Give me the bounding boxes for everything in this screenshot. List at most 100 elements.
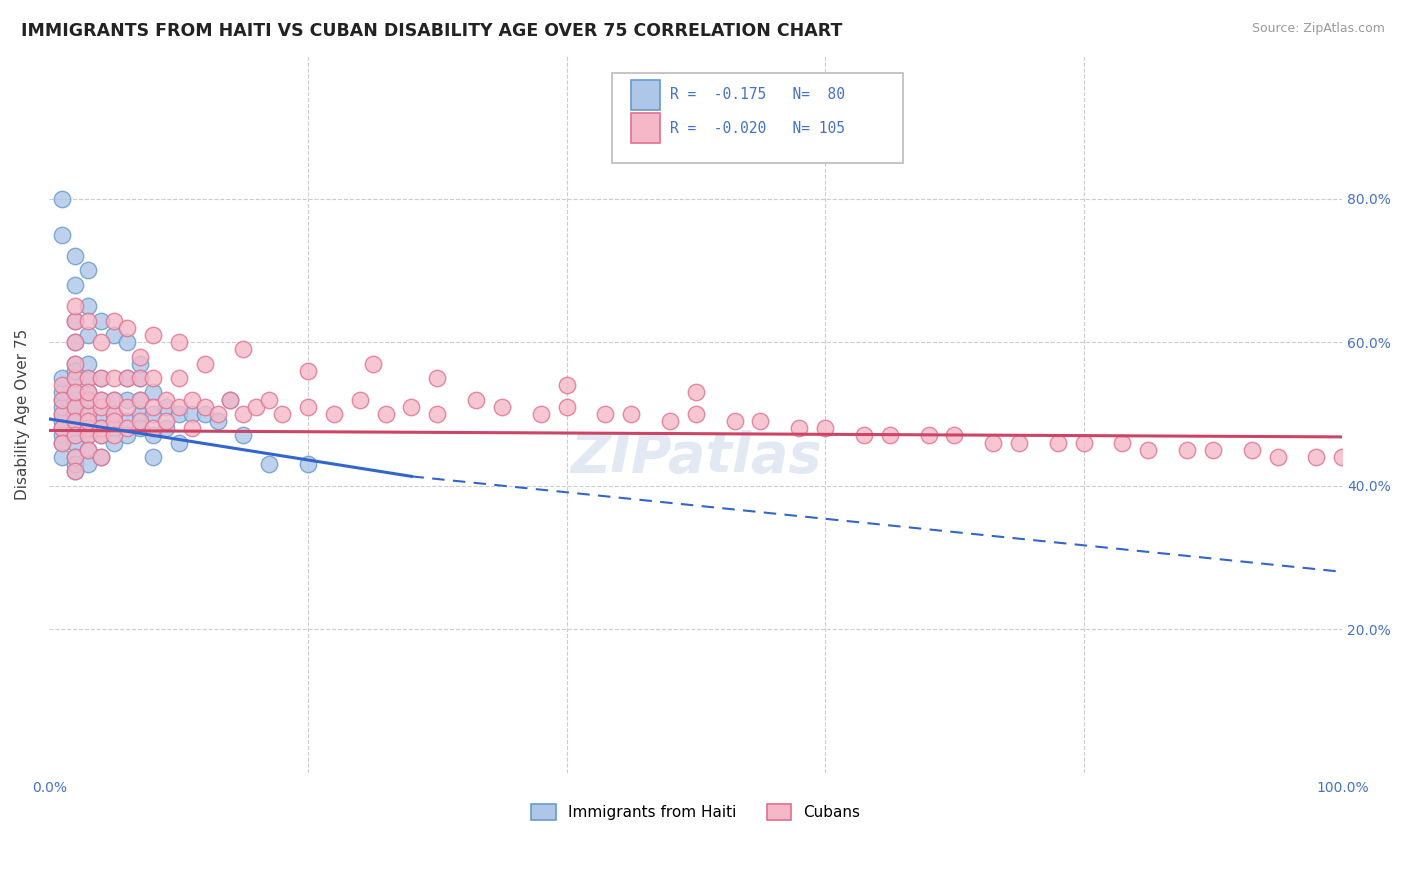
Point: [115, 421, 138, 435]
Point: [65, 357, 87, 371]
Point: [65, 313, 87, 327]
Point: [77, 357, 100, 371]
Point: [129, 392, 152, 407]
Point: [685, 407, 707, 421]
Point: [90, 392, 112, 407]
Point: [65, 385, 87, 400]
Point: [180, 392, 202, 407]
Point: [374, 407, 396, 421]
Point: [65, 428, 87, 442]
Point: [90, 392, 112, 407]
Text: R =  -0.020   N= 105: R = -0.020 N= 105: [671, 120, 845, 136]
Point: [77, 385, 100, 400]
Point: [115, 321, 138, 335]
Point: [297, 364, 319, 378]
Point: [65, 335, 87, 350]
Point: [77, 428, 100, 442]
Point: [142, 400, 165, 414]
Point: [65, 464, 87, 478]
Point: [1267, 450, 1289, 464]
Point: [103, 435, 125, 450]
Point: [77, 414, 100, 428]
Y-axis label: Disability Age Over 75: Disability Age Over 75: [15, 328, 30, 500]
Point: [77, 407, 100, 421]
Point: [65, 313, 87, 327]
Point: [90, 421, 112, 435]
Point: [51, 435, 73, 450]
Point: [77, 428, 100, 442]
Point: [917, 428, 939, 442]
Point: [51, 400, 73, 414]
Point: [103, 407, 125, 421]
Point: [77, 263, 100, 277]
Point: [103, 392, 125, 407]
Point: [981, 435, 1004, 450]
Point: [90, 407, 112, 421]
Point: [129, 407, 152, 421]
Point: [51, 378, 73, 392]
Point: [1331, 450, 1354, 464]
Point: [465, 392, 488, 407]
Point: [155, 421, 177, 435]
Point: [129, 371, 152, 385]
Point: [322, 407, 344, 421]
Point: [207, 407, 229, 421]
Point: [77, 442, 100, 457]
Point: [555, 400, 578, 414]
Point: [129, 392, 152, 407]
Point: [787, 421, 810, 435]
Point: [51, 392, 73, 407]
Point: [65, 277, 87, 292]
Point: [103, 328, 125, 343]
Point: [90, 421, 112, 435]
Point: [90, 313, 112, 327]
Point: [77, 371, 100, 385]
Point: [51, 385, 73, 400]
Point: [90, 371, 112, 385]
Text: ZIPatlas: ZIPatlas: [569, 430, 821, 484]
Point: [51, 450, 73, 464]
Point: [1202, 442, 1225, 457]
Point: [129, 357, 152, 371]
Point: [349, 392, 371, 407]
Point: [232, 343, 254, 357]
Point: [65, 407, 87, 421]
Point: [77, 313, 100, 327]
Point: [219, 392, 242, 407]
Point: [555, 378, 578, 392]
Point: [51, 392, 73, 407]
Point: [65, 357, 87, 371]
Point: [167, 407, 190, 421]
Point: [77, 442, 100, 457]
Point: [724, 414, 747, 428]
Point: [77, 299, 100, 313]
Point: [685, 385, 707, 400]
Point: [77, 385, 100, 400]
Point: [219, 392, 242, 407]
Point: [65, 400, 87, 414]
Point: [51, 421, 73, 435]
Point: [77, 371, 100, 385]
FancyBboxPatch shape: [612, 73, 903, 162]
Point: [51, 371, 73, 385]
Point: [749, 414, 772, 428]
Point: [65, 400, 87, 414]
Point: [103, 392, 125, 407]
Point: [65, 364, 87, 378]
Point: [77, 392, 100, 407]
Point: [65, 457, 87, 471]
Point: [1137, 442, 1160, 457]
Point: [129, 421, 152, 435]
Point: [142, 407, 165, 421]
Point: [51, 414, 73, 428]
Point: [115, 371, 138, 385]
Text: IMMIGRANTS FROM HAITI VS CUBAN DISABILITY AGE OVER 75 CORRELATION CHART: IMMIGRANTS FROM HAITI VS CUBAN DISABILIT…: [21, 22, 842, 40]
Point: [1008, 435, 1031, 450]
Point: [51, 407, 73, 421]
Point: [90, 400, 112, 414]
Point: [103, 414, 125, 428]
Point: [77, 328, 100, 343]
Point: [77, 414, 100, 428]
Point: [1175, 442, 1198, 457]
FancyBboxPatch shape: [631, 113, 659, 144]
